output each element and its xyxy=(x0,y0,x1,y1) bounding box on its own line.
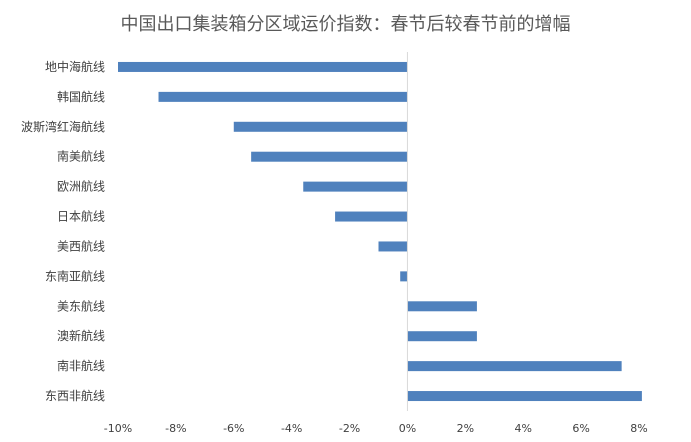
bars-group xyxy=(118,61,642,402)
x-tick-label: 4% xyxy=(514,422,531,435)
bar-7 xyxy=(400,271,408,282)
category-label: 欧洲航线 xyxy=(57,179,105,194)
chart-title: 中国出口集装箱分区域运价指数：春节后较春节前的增幅 xyxy=(120,14,571,35)
category-label: 澳新航线 xyxy=(57,328,105,343)
category-labels-group: 地中海航线韩国航线波斯湾红海航线南美航线欧洲航线日本航线美西航线东南亚航线美东航… xyxy=(21,59,105,403)
x-tick-label: -2% xyxy=(339,422,360,435)
x-tick-label: 6% xyxy=(572,422,589,435)
bar-8 xyxy=(407,301,477,312)
category-label: 美东航线 xyxy=(57,298,105,313)
bar-11 xyxy=(407,391,642,402)
x-tick-label: -4% xyxy=(281,422,302,435)
category-label: 东南亚航线 xyxy=(45,268,105,283)
category-label: 东西非航线 xyxy=(45,388,105,403)
bar-10 xyxy=(407,361,622,372)
x-tick-label: -10% xyxy=(104,422,132,435)
x-tick-label: -8% xyxy=(165,422,186,435)
category-label: 南美航线 xyxy=(57,149,105,164)
x-tick-label: 0% xyxy=(399,422,416,435)
bar-3 xyxy=(251,151,408,162)
category-label: 波斯湾红海航线 xyxy=(21,119,105,134)
bar-0 xyxy=(118,61,408,72)
category-label: 南非航线 xyxy=(57,358,105,373)
category-label: 美西航线 xyxy=(57,238,105,253)
bar-1 xyxy=(158,91,408,102)
bar-5 xyxy=(335,211,408,222)
bar-9 xyxy=(407,331,477,342)
category-label: 韩国航线 xyxy=(57,89,105,104)
x-tick-labels-group: -10% -8% -6% -4% -2% 0% 2% 4% 6% 8% xyxy=(104,422,648,435)
category-label: 日本航线 xyxy=(57,209,105,224)
x-tick-label: -6% xyxy=(223,422,244,435)
bar-2 xyxy=(233,121,408,132)
bar-4 xyxy=(303,181,408,192)
x-tick-label: 2% xyxy=(457,422,474,435)
x-tick-label: 8% xyxy=(630,422,647,435)
category-label: 地中海航线 xyxy=(45,59,105,74)
bar-6 xyxy=(378,241,408,252)
